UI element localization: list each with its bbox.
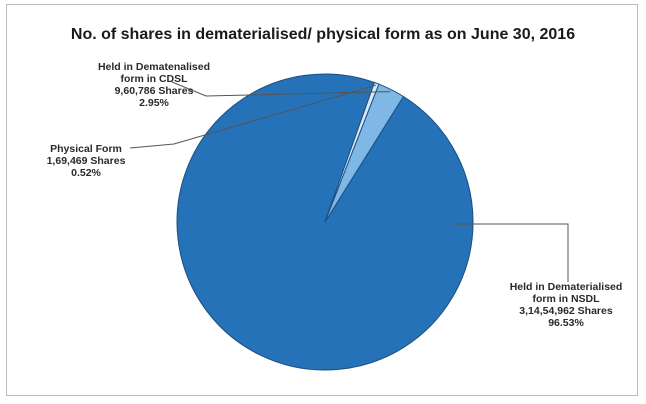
leader-line-2 [129, 84, 377, 149]
leader-line-0 [452, 223, 569, 282]
chart-title: No. of shares in dematerialised/ physica… [70, 26, 576, 43]
data-label-1: Held in Dematenalised form in CDSL 9,60,78… [98, 61, 210, 109]
data-label-2: Physical Form 1,69,469 Shares 0.52% [47, 143, 126, 179]
data-label-0: Held in Dematerialised form in NSDL 3,14,5… [510, 281, 623, 329]
leader-line-1 [171, 81, 391, 97]
pie-slice-1 [324, 83, 405, 223]
